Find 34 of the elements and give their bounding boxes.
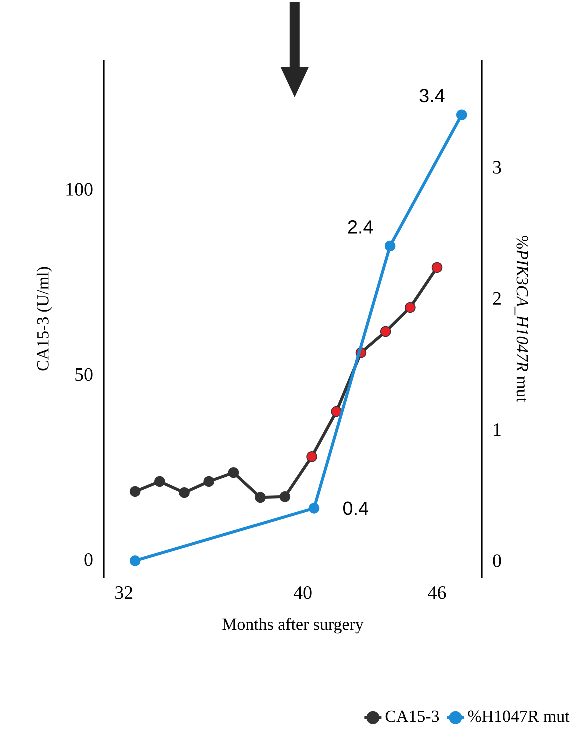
point xyxy=(331,406,342,418)
x-tick-label: 46 xyxy=(428,586,446,600)
point xyxy=(154,476,166,488)
y2-tick-label: 1 xyxy=(494,424,501,436)
y-tick-label: 50 xyxy=(76,368,93,382)
point xyxy=(179,487,190,498)
point xyxy=(255,492,266,504)
x-tick-label: 32 xyxy=(116,586,133,600)
point xyxy=(384,240,396,252)
data-label: 0.4 xyxy=(343,502,369,516)
point xyxy=(130,556,141,566)
y-tick-label: 100 xyxy=(66,183,93,196)
point xyxy=(405,302,416,314)
point xyxy=(306,452,318,462)
point xyxy=(228,467,240,478)
x-axis-title: Months after surgery xyxy=(222,618,364,634)
point xyxy=(204,476,215,488)
y2-tick-label: 2 xyxy=(493,292,501,305)
legend-label: CA15-3 xyxy=(386,710,440,722)
y-axis-title: CA15-3 (U/ml) xyxy=(36,267,52,371)
data-label: 3.4 xyxy=(420,89,445,103)
point xyxy=(130,486,141,498)
point xyxy=(280,492,291,502)
y-tick-label: 0 xyxy=(84,553,93,566)
point xyxy=(380,326,392,338)
legend-label: %H1047R mut xyxy=(468,710,570,722)
data-label: 2.4 xyxy=(348,220,374,234)
y2-tick-label: 0 xyxy=(493,554,502,568)
point xyxy=(308,503,320,514)
y2-tick-label: 3 xyxy=(493,161,502,174)
y2-axis-title: %PIK3CA_H1047R mut xyxy=(514,236,528,402)
x-tick-label: 40 xyxy=(294,586,312,600)
point xyxy=(456,110,468,120)
point xyxy=(432,262,443,274)
